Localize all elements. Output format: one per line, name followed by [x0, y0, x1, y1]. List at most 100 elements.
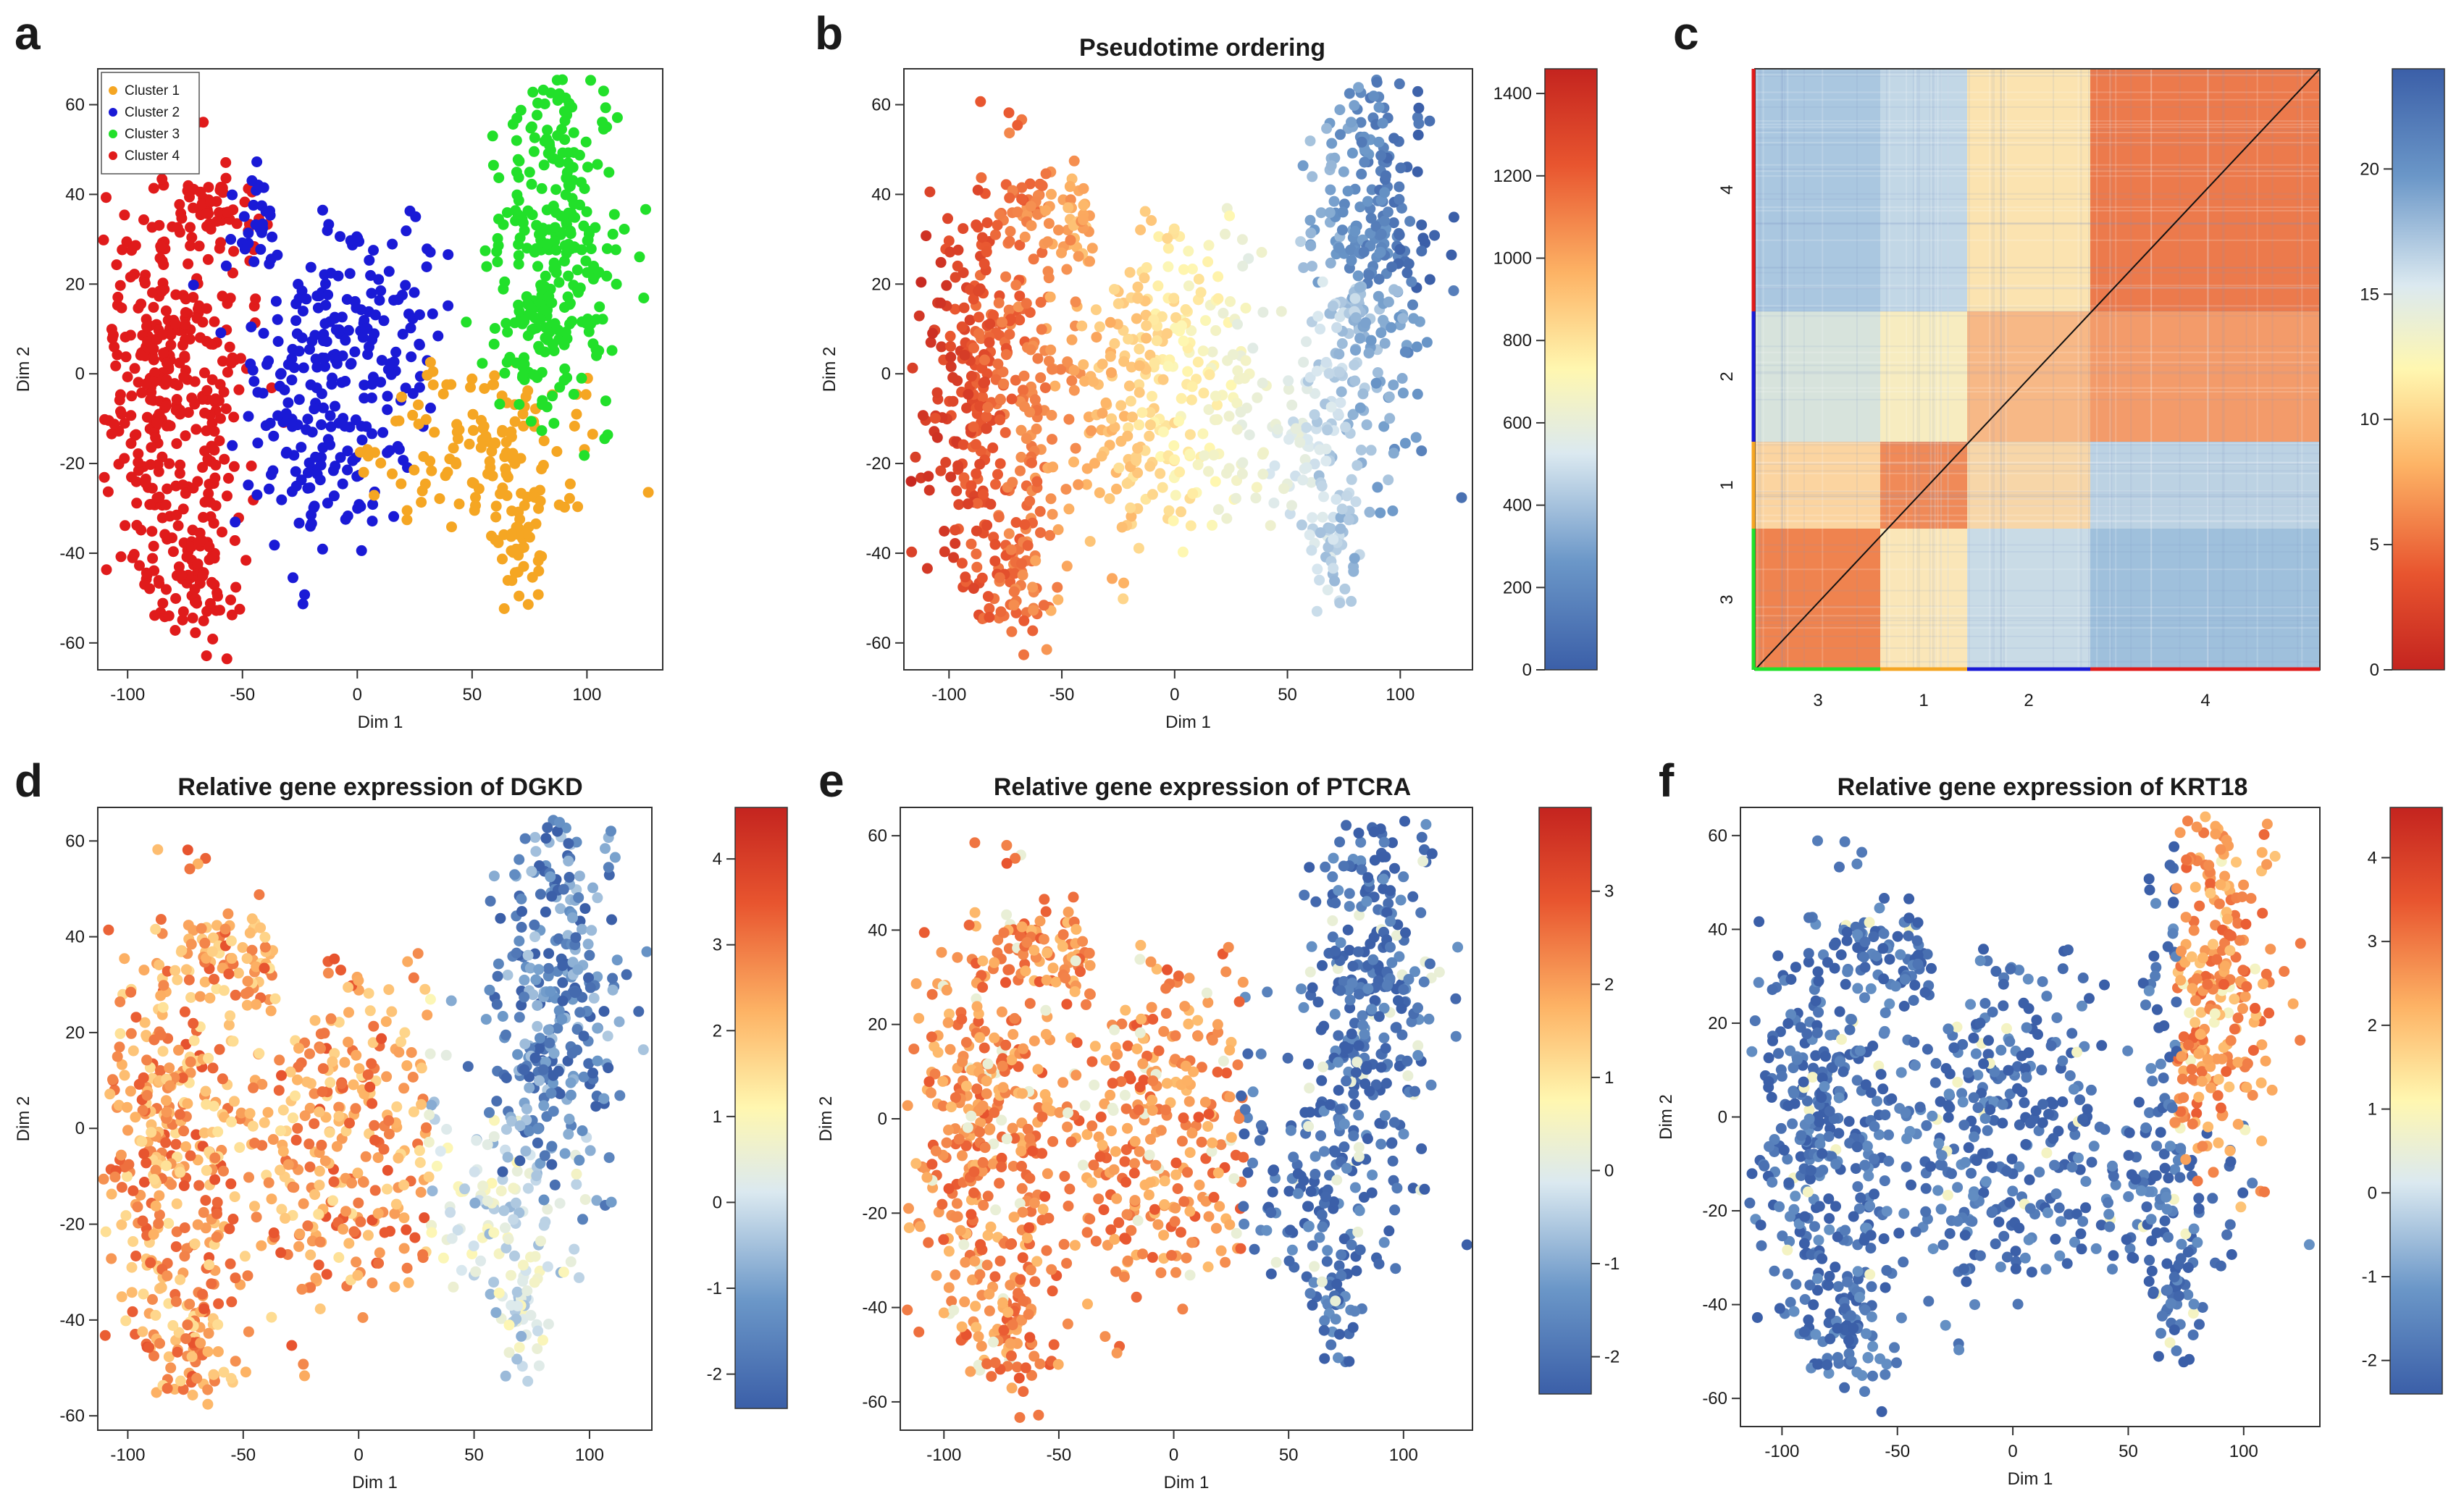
panel-e-point	[1015, 1146, 1027, 1157]
panel-d-point	[514, 936, 525, 946]
panel-e-point	[1016, 1161, 1027, 1172]
panel-d-point	[571, 836, 582, 848]
panel-b-point	[1336, 338, 1348, 349]
panel-b-point	[1417, 232, 1429, 244]
panel-d-point	[532, 1123, 544, 1135]
panel-b-point	[1149, 357, 1160, 369]
panel-e-point	[1176, 1135, 1188, 1147]
panel-d-point	[521, 1285, 533, 1296]
panel-a-point	[526, 121, 537, 133]
panel-a-point	[388, 511, 400, 522]
panel-a-point	[264, 483, 275, 495]
panel-a-point	[320, 278, 331, 290]
panel-a-point	[341, 294, 353, 305]
panel-a-point	[509, 416, 521, 427]
panel-b-point	[947, 371, 959, 383]
panel-e-point	[1122, 1122, 1133, 1134]
panel-b-point	[990, 479, 1001, 490]
panel-d-point	[587, 882, 598, 894]
panel-d-point	[553, 1005, 565, 1017]
panel-b-point	[1200, 315, 1211, 327]
panel-e-point	[984, 1124, 995, 1135]
panel-a-point	[160, 499, 172, 511]
panel-b-point	[1155, 468, 1166, 479]
panel-d-point	[409, 1232, 421, 1243]
panel-d-point	[204, 992, 216, 1004]
panel-d-point	[539, 1150, 550, 1162]
legend-marker-cluster-2	[109, 108, 117, 117]
panel-d-point	[490, 1307, 502, 1319]
panel-b-point	[1306, 545, 1317, 556]
panel-d-point	[137, 1104, 148, 1116]
panel-e-point	[1283, 1255, 1295, 1267]
panel-b-point	[976, 172, 987, 183]
panel-a-point	[532, 589, 544, 600]
panel-d-point	[192, 1219, 204, 1230]
panel-b-point	[1379, 337, 1391, 349]
panel-e-point	[1150, 1159, 1162, 1171]
panel-b-point	[984, 602, 995, 614]
panel-d-point	[362, 1230, 374, 1241]
panel-e-point	[1077, 1159, 1089, 1171]
panel-b-point	[1230, 492, 1241, 504]
panel-d-point	[486, 1177, 498, 1189]
panel-e-point	[1158, 1230, 1170, 1241]
panel-a-point	[119, 209, 130, 221]
panel-d-point	[548, 1048, 560, 1059]
panel-c-colorbar	[2392, 68, 2445, 671]
panel-d-point	[368, 1020, 380, 1032]
panel-e-point	[1214, 1201, 1225, 1212]
panel-b-point	[907, 362, 918, 374]
panel-b-point	[975, 96, 986, 107]
panel-e-point	[992, 934, 1004, 946]
panel-e-point	[1007, 1029, 1019, 1040]
panel-e-point	[960, 1037, 972, 1048]
panel-b-point	[1354, 282, 1365, 293]
col-label-4: 4	[2200, 691, 2210, 710]
panel-a-point	[206, 374, 218, 385]
panel-e-point	[1170, 1267, 1181, 1278]
panel-d-point	[545, 871, 556, 883]
panel-d-point	[201, 1164, 212, 1176]
panel-d-point	[516, 894, 527, 904]
panel-b-point	[1202, 256, 1214, 267]
panel-d-point	[329, 953, 340, 965]
panel-a-point	[311, 469, 323, 480]
panel-b-point	[1047, 508, 1058, 520]
panel-e-point	[1003, 943, 1015, 954]
panel-a-point	[290, 466, 301, 477]
panel-a-point	[611, 278, 622, 290]
panel-a-point	[487, 470, 498, 482]
panel-d-point	[130, 1112, 141, 1123]
panel-a-point	[165, 329, 177, 340]
panel-e-point	[996, 1006, 1007, 1017]
panel-b-point	[1348, 566, 1359, 577]
panel-a-point	[375, 458, 387, 469]
panel-a-point	[180, 307, 191, 318]
panel-a-point	[167, 532, 177, 544]
panel-a-point	[171, 394, 183, 405]
panel-a-point	[330, 324, 342, 335]
panel-a-point	[499, 367, 511, 379]
panel-e-point	[1011, 1361, 1023, 1373]
panel-d-point	[122, 1101, 133, 1113]
panel-d-point	[355, 1216, 366, 1227]
panel-a-point	[146, 526, 158, 537]
panel-e-point	[997, 1297, 1008, 1309]
panel-e-point	[1249, 1243, 1260, 1255]
panel-d-point	[154, 1064, 166, 1076]
panel-b-point	[1352, 460, 1363, 471]
panel-e-point	[1027, 1146, 1039, 1157]
panel-d-point	[175, 1375, 186, 1387]
panel-d-point	[506, 1115, 517, 1127]
panel-e-point	[1129, 1195, 1141, 1206]
panel-d-point	[222, 908, 234, 920]
panel-a-point	[497, 553, 508, 565]
panel-d-point	[179, 1006, 190, 1017]
panel-e-point	[1099, 1331, 1111, 1343]
panel-d-point	[378, 1143, 390, 1155]
panel-a-point	[468, 424, 479, 436]
panel-e-point	[1016, 921, 1028, 933]
panel-d-point	[383, 984, 395, 996]
panel-a-point	[197, 461, 209, 473]
